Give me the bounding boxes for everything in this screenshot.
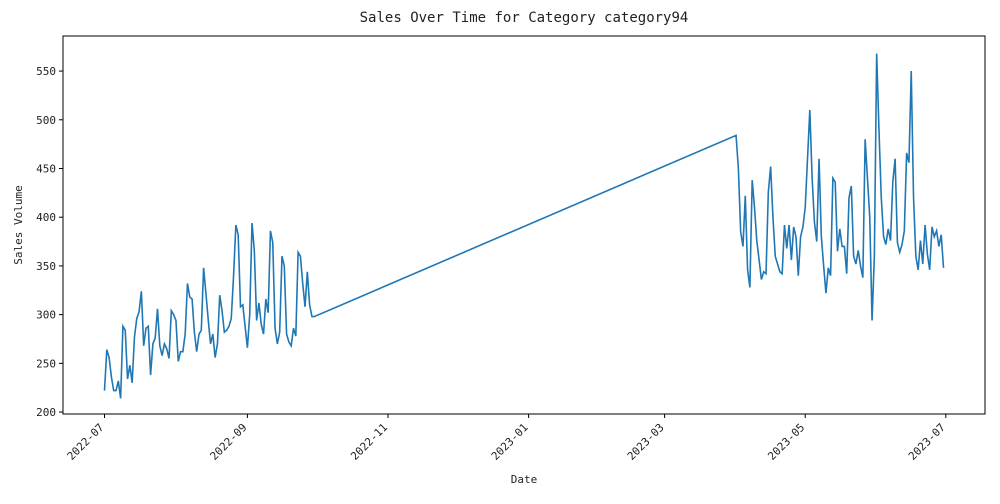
y-axis-label: Sales Volume xyxy=(12,185,25,264)
y-tick-label: 200 xyxy=(36,406,56,419)
y-tick-label: 500 xyxy=(36,114,56,127)
y-tick-label: 250 xyxy=(36,357,56,370)
x-tick-label: 2022-11 xyxy=(348,421,390,463)
x-tick-label: 2023-07 xyxy=(906,421,948,463)
x-tick-label: 2023-03 xyxy=(625,421,667,463)
y-tick-label: 350 xyxy=(36,260,56,273)
series-line xyxy=(103,53,945,399)
x-tick-label: 2022-07 xyxy=(65,421,107,463)
y-tick-label: 450 xyxy=(36,162,56,175)
x-axis-label: Date xyxy=(511,473,538,486)
x-tick-label: 2022-09 xyxy=(208,421,250,463)
plot-frame xyxy=(62,35,986,415)
y-tick-label: 550 xyxy=(36,65,56,78)
y-tick-label: 400 xyxy=(36,211,56,224)
x-tick-label: 2023-01 xyxy=(489,421,531,463)
x-tick-label: 2023-05 xyxy=(765,421,807,463)
y-tick-label: 300 xyxy=(36,309,56,322)
chart-title: Sales Over Time for Category category94 xyxy=(360,10,689,26)
